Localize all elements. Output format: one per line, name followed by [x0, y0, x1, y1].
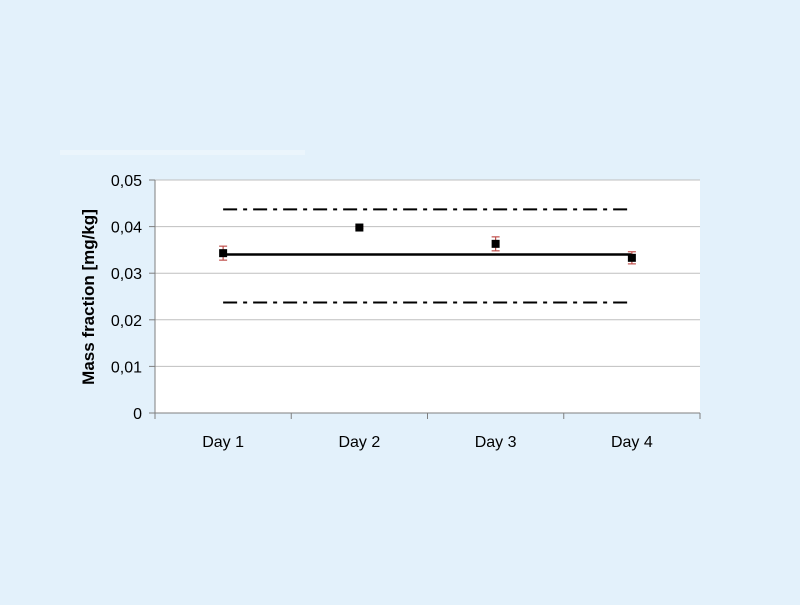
y-tick-label: 0,03 — [111, 266, 142, 283]
data-point — [219, 249, 228, 258]
y-axis-label: Mass fraction [mg/kg] — [79, 209, 98, 385]
x-tick-label: Day 4 — [611, 434, 653, 451]
data-point — [627, 253, 636, 262]
data-points — [219, 223, 636, 265]
y-tick-label: 0,01 — [111, 359, 142, 376]
data-point — [491, 239, 500, 248]
y-tick-labels: 0 0,01 0,02 0,03 0,04 0,05 — [111, 173, 142, 423]
gridlines — [149, 179, 700, 414]
x-tick-labels: Day 1 Day 2 Day 3 Day 4 — [202, 434, 653, 451]
reference-lines — [223, 208, 632, 304]
decorative-band — [60, 150, 305, 155]
y-tick-label: 0 — [133, 406, 142, 423]
y-tick-label: 0,05 — [111, 173, 142, 190]
y-tick-label: 0,04 — [111, 220, 142, 237]
x-tick-label: Day 1 — [202, 434, 244, 451]
data-point — [355, 223, 364, 232]
axes — [154, 180, 701, 419]
y-tick-label: 0,02 — [111, 313, 142, 330]
x-tick-label: Day 2 — [338, 434, 380, 451]
x-tick-label: Day 3 — [475, 434, 517, 451]
plot-area — [155, 180, 700, 413]
